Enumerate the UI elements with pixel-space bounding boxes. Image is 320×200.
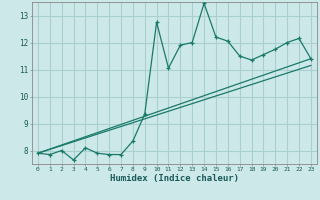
X-axis label: Humidex (Indice chaleur): Humidex (Indice chaleur) [110,174,239,183]
